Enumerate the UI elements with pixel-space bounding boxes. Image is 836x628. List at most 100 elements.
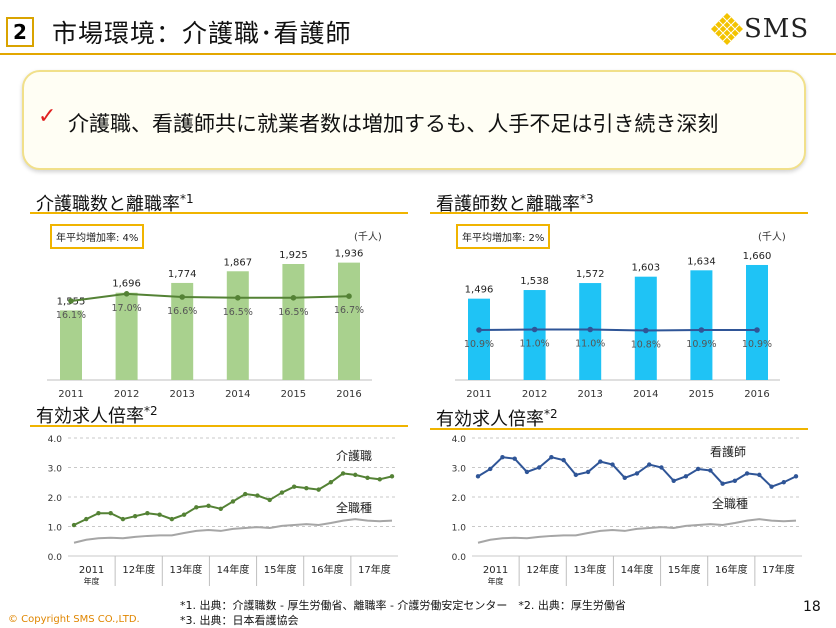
series-line-全職種 [73,518,393,544]
ratio-left-divider [30,425,408,427]
x-tick-label-3-0: 14年度 [621,563,654,576]
bar-2012 [115,292,138,380]
nurses-section-divider [430,212,808,214]
series-point-看護師-17 [683,474,689,479]
x-tick-label-2012: 2012 [114,389,139,400]
rate-line [70,292,350,302]
bar-value-label-2015: 1,925 [279,250,308,261]
series-label-全職種: 全職種 [336,500,372,515]
ratio-right-title: 有効求人倍率*2 [436,407,558,430]
series-point-介護職-8 [169,516,175,522]
rate-point-2016 [346,293,352,299]
series-point-介護職-1 [84,516,89,522]
nurses-section-title: 看護師数と離職率*3 [436,192,594,215]
x-tick-label-5-0: 16年度 [311,563,344,576]
series-point-看護師-23 [757,472,762,478]
footnote-line-1: *1. 出典：介護職数 - 厚生労働省、離職率 - 介護労働安定センター *2.… [180,599,626,612]
y-tick-label-0.0: 0.0 [48,553,63,563]
rate-point-2012 [531,326,538,333]
bar-2011 [468,298,490,380]
series-point-介護職-15 [255,493,260,498]
x-tick-label-2013: 2013 [169,389,194,400]
copyright-text: © Copyright SMS CO.,LTD. [8,614,140,625]
series-point-介護職-16 [267,497,272,503]
series-label-全職種: 全職種 [712,496,748,511]
rate-label-2016: 16.7% [334,305,364,316]
series-point-看護師-4 [524,469,530,475]
rate-point-2012 [123,291,130,297]
series-line-介護職 [73,472,393,526]
x-tick-label-6-0: 17年度 [358,563,391,576]
care-section-divider [30,212,408,214]
rate-label-2013: 16.6% [167,306,197,317]
page-number: 18 [803,599,821,615]
x-tick-label-2014: 2014 [633,389,658,400]
slide-title: 市場環境：介護職･看護師 [52,19,352,48]
series-point-看護師-16 [671,478,676,483]
series-point-介護職-12 [218,506,223,511]
series-point-看護師-15 [659,465,664,470]
x-tick-label-1-0: 12年度 [122,563,155,576]
x-tick-label-6-0: 17年度 [762,563,795,576]
nurse-growth-note: 年平均増加率: 2% [456,224,551,249]
title-divider [0,53,836,55]
rate-point-2013 [587,326,593,333]
ratio-left-title: 有効求人倍率*2 [36,404,158,427]
rate-point-2014 [235,295,241,301]
rate-label-2012: 11.0% [520,339,550,350]
series-point-介護職-21 [328,480,334,485]
series-point-介護職-13 [230,499,236,504]
series-point-看護師-10 [598,459,603,464]
bar-value-label-2016: 1,660 [743,251,772,262]
x-tick-label-0-0: 2011 [483,565,508,576]
y-tick-label-3.0: 3.0 [452,465,467,475]
care-workers-section-title: 介護職数と離職率*1 [36,192,194,215]
series-point-介護職-23 [353,472,358,478]
y-tick-label-2.0: 2.0 [48,494,63,504]
series-point-看護師-2 [500,454,505,460]
series-point-介護職-26 [389,474,395,479]
series-point-看護師-24 [769,484,774,489]
x-tick-label-2014: 2014 [225,389,250,400]
series-point-介護職-11 [206,503,211,509]
rate-point-2015 [698,327,705,333]
x-tick-label-2015: 2015 [281,389,306,400]
rate-point-2016 [754,327,760,333]
series-point-看護師-8 [573,472,579,478]
series-point-介護職-14 [243,491,248,497]
logo-text: SMS [744,14,810,44]
rate-label-2015: 10.9% [686,339,716,350]
series-point-看護師-19 [708,468,713,473]
series-point-看護師-0 [475,474,481,479]
bar-value-label-2011: 1,496 [465,285,494,296]
bar-2015 [690,270,713,380]
series-point-看護師-21 [732,478,738,483]
x-tick-label-2012: 2012 [522,389,547,400]
x-tick-label-1-0: 12年度 [526,563,559,576]
y-tick-label-1.0: 1.0 [452,524,467,534]
bar-2016 [746,264,768,380]
series-line-全職種 [477,518,797,544]
rate-point-2015 [290,295,297,301]
series-point-介護職-17 [279,490,285,495]
series-point-介護職-0 [71,522,77,528]
bar-value-label-2012: 1,696 [112,279,141,290]
y-tick-label-4.0: 4.0 [48,435,63,445]
care-unit-label: (千人) [354,232,382,243]
series-point-介護職-4 [120,516,126,522]
logo-diamond-icon [711,13,743,45]
series-point-看護師-7 [561,457,566,463]
y-tick-label-2.0: 2.0 [452,494,467,504]
series-point-看護師-13 [634,471,640,476]
rate-point-2013 [179,294,185,300]
series-point-介護職-3 [108,511,113,516]
series-point-介護職-20 [316,487,321,492]
bar-value-label-2013: 1,774 [168,269,197,280]
series-point-看護師-5 [536,465,542,470]
series-point-介護職-18 [291,484,297,489]
bar-value-label-2012: 1,538 [520,276,549,287]
x-tick-label-0-0: 2011 [79,565,104,576]
series-point-看護師-11 [610,462,615,467]
x-tick-label-2011: 2011 [466,389,491,400]
